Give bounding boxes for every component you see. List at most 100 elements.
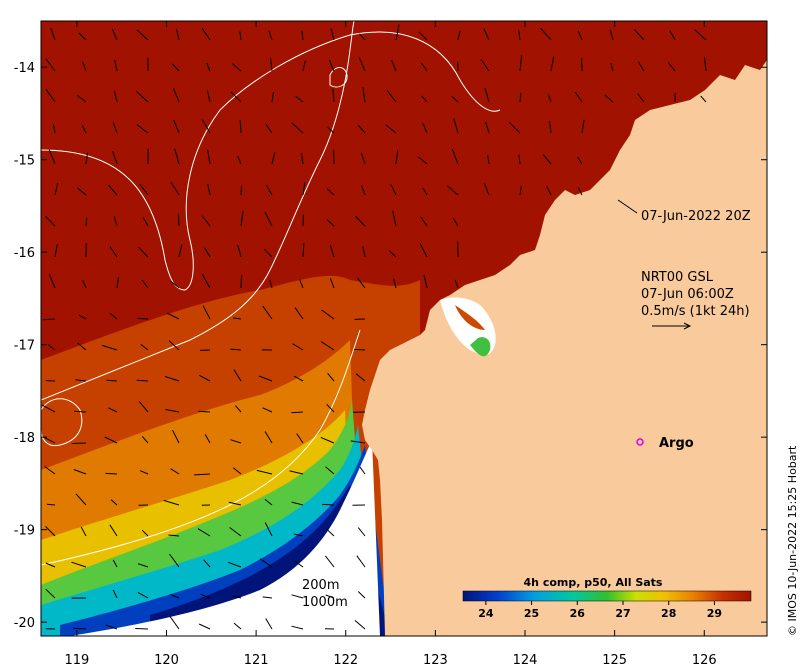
- current-vector: [48, 149, 56, 165]
- current-vector: [73, 469, 87, 475]
- current-vector: [610, 62, 614, 72]
- current-vector: [454, 279, 459, 289]
- current-vector: [291, 594, 304, 599]
- current-vector: [262, 305, 273, 320]
- current-vector: [291, 122, 304, 134]
- current-vector: [271, 151, 276, 165]
- current-vector: [483, 28, 490, 41]
- credit-text: © IMOS 10-Jun-2022 15:25 Hobart: [786, 445, 799, 636]
- current-vector: [137, 318, 149, 320]
- current-vector: [327, 126, 335, 134]
- current-vector: [239, 31, 242, 41]
- current-vector: [574, 91, 583, 103]
- current-vector: [172, 87, 180, 103]
- x-tick-label: 121: [244, 653, 269, 668]
- current-vector: [240, 210, 244, 227]
- current-vector: [43, 436, 56, 444]
- current-vector: [519, 186, 522, 196]
- current-vector: [235, 405, 242, 413]
- current-vector: [45, 562, 56, 568]
- isobath-200-label: 200m: [302, 578, 339, 593]
- current-vector: [44, 215, 56, 227]
- current-vector: [107, 407, 118, 413]
- current-vector: [52, 124, 56, 134]
- current-vector: [667, 61, 676, 72]
- current-vector: [116, 277, 119, 289]
- current-vector: [326, 188, 335, 196]
- current-vector: [420, 62, 428, 72]
- current-vector: [231, 63, 242, 72]
- current-vector: [357, 527, 366, 537]
- current-vector: [177, 214, 180, 227]
- current-vector: [320, 341, 335, 351]
- current-vector: [239, 119, 242, 134]
- current-vector: [452, 217, 459, 227]
- x-tick-label: 126: [692, 653, 717, 668]
- current-vector: [50, 28, 56, 41]
- current-vector: [45, 88, 56, 103]
- current-vector: [356, 555, 366, 568]
- current-vector: [700, 95, 707, 103]
- current-vector: [114, 59, 118, 72]
- argo-float-marker: [636, 438, 644, 446]
- current-vector: [170, 280, 180, 289]
- current-vector: [302, 182, 306, 196]
- land-mass: [362, 60, 767, 636]
- vector-scale-label: 0.5m/s (1kt 24h): [641, 304, 750, 319]
- current-vector: [325, 466, 335, 475]
- current-vector: [73, 627, 87, 630]
- current-vector: [264, 499, 273, 506]
- current-vector: [263, 248, 273, 258]
- current-vector: [262, 407, 273, 413]
- current-vector: [136, 29, 149, 41]
- current-vector: [391, 60, 397, 72]
- current-vector: [76, 95, 87, 103]
- current-vector: [518, 154, 521, 165]
- current-vector: [173, 119, 180, 134]
- current-vector: [423, 274, 428, 289]
- current-vector: [294, 560, 304, 568]
- current-vector: [289, 470, 304, 475]
- current-vector: [174, 148, 180, 165]
- current-vector: [325, 594, 335, 599]
- current-vector: [233, 622, 242, 630]
- current-vector: [302, 60, 306, 72]
- current-vector: [421, 95, 428, 103]
- current-vector: [519, 92, 522, 103]
- current-vector: [46, 503, 56, 506]
- current-vector: [45, 58, 56, 72]
- current-vector: [295, 95, 304, 103]
- y-tick-label: -20: [14, 616, 35, 631]
- current-vector: [170, 468, 180, 475]
- current-vector: [361, 185, 366, 196]
- current-vector: [350, 440, 366, 444]
- bay-green: [470, 337, 491, 357]
- x-tick-label: 120: [154, 653, 179, 668]
- current-vector: [258, 375, 273, 382]
- y-tick-label: -18: [14, 431, 35, 446]
- current-vector: [109, 246, 118, 258]
- current-vector: [518, 29, 521, 41]
- current-vector: [418, 31, 428, 41]
- current-vector: [142, 217, 149, 227]
- current-vector: [54, 244, 58, 258]
- current-vector: [355, 373, 366, 382]
- current-vector: [105, 472, 118, 475]
- current-vector: [634, 29, 645, 41]
- satellite-time-leader: [617, 199, 638, 214]
- current-vector: [418, 156, 428, 165]
- current-vector: [637, 93, 645, 103]
- current-vector: [230, 91, 242, 103]
- y-axis: -14 -15 -16 -17 -18 -19 -20: [14, 61, 767, 631]
- current-vector: [240, 275, 243, 289]
- currents-time-label: 07-Jun 06:00Z: [641, 287, 734, 302]
- colorbar-tick-label: 24: [478, 607, 494, 620]
- coastal-nodata: [70, 440, 380, 636]
- current-vector: [104, 436, 118, 444]
- currents-source-label: NRT00 GSL: [641, 270, 714, 285]
- colorbar-tick-label: 26: [570, 607, 586, 620]
- current-vector: [112, 150, 118, 165]
- current-vector: [604, 94, 614, 103]
- current-vector: [111, 28, 118, 41]
